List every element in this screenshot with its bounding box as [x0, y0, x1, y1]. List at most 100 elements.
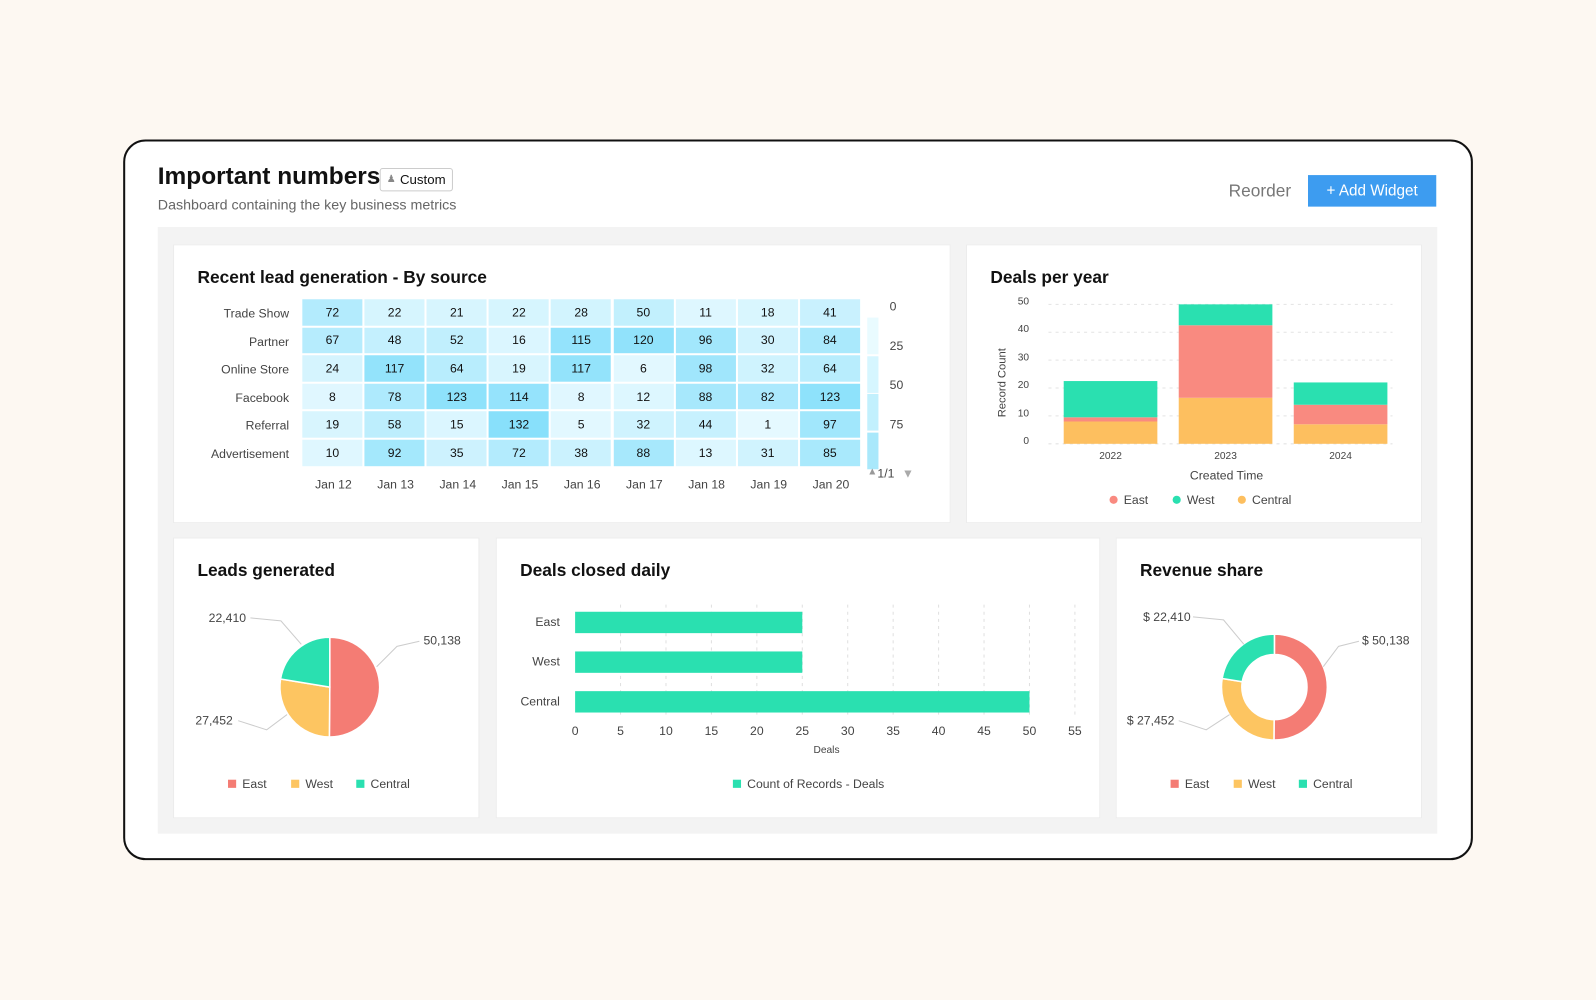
heatmap-cell: 22: [488, 299, 550, 326]
heatmap-cell: 84: [799, 327, 861, 354]
bar-segment-east: [1293, 404, 1388, 425]
data-label: 27,452: [195, 713, 233, 728]
x-tick-label: 30: [840, 723, 855, 738]
y-tick-label: 40: [1017, 324, 1030, 336]
heatmap-row-label: Trade Show: [223, 306, 290, 321]
x-tick-label: 5: [617, 723, 624, 738]
heatmap-cell: 32: [613, 411, 674, 438]
pagination-up-icon[interactable]: ▲: [867, 466, 878, 478]
x-tick-label: 10: [659, 723, 673, 738]
heatmap-row-label: Advertisement: [211, 446, 290, 462]
heatmap-cell: 41: [799, 299, 861, 326]
heatmap-cell: 123: [799, 383, 861, 410]
heatmap-col-label: Jan 12: [315, 477, 352, 492]
heatmap-legend-swatch: [867, 355, 879, 393]
add-widget-button[interactable]: + Add Widget: [1308, 175, 1437, 207]
heatmap-cell: 120: [613, 327, 674, 354]
heatmap-cell: 97: [799, 411, 861, 438]
pagination-label: 1/1: [877, 466, 895, 481]
deals-closed-daily-widget: Deals closed daily: [495, 537, 1101, 819]
heatmap-cell: 98: [675, 355, 736, 382]
heatmap-cell: 72: [488, 439, 550, 466]
heatmap-cell: 24: [302, 355, 363, 382]
legend-item-central[interactable]: Central: [1298, 776, 1353, 791]
bar-segment-east: [1178, 325, 1273, 398]
heatmap-col-label: Jan 20: [812, 477, 850, 492]
heatmap-cell: 82: [737, 383, 798, 410]
legend-label: Central: [1313, 776, 1353, 791]
heatmap-cell: 117: [551, 355, 612, 382]
x-tick-label: 45: [977, 723, 991, 738]
legend-label: East: [242, 776, 267, 791]
heatmap-row-label: Partner: [249, 334, 290, 349]
heatmap-cell: 30: [737, 327, 798, 354]
legend-item-west[interactable]: West: [291, 777, 333, 791]
heatmap-cell: 28: [551, 299, 612, 326]
heatmap-cell: 67: [302, 327, 363, 354]
heatmap-col-label: Jan 17: [626, 477, 663, 492]
heatmap-cell: 19: [302, 411, 363, 438]
heatmap-cell: 22: [364, 299, 425, 326]
legend-item-central[interactable]: Central: [1237, 493, 1291, 507]
custom-badge[interactable]: ♟ Custom: [379, 167, 453, 192]
heatmap-legend-swatch: [867, 432, 879, 469]
legend-item-east[interactable]: East: [228, 777, 267, 791]
heatmap-cell: 10: [302, 439, 363, 466]
legend-item-count-of-records[interactable]: Count of Records - Deals: [732, 777, 884, 791]
heatmap-col-label: Jan 19: [750, 477, 788, 492]
bar-segment-central: [1063, 421, 1158, 444]
heatmap-cell: 38: [551, 439, 612, 466]
x-tick-label: 2023: [1214, 450, 1237, 463]
data-label: $ 22,410: [1143, 609, 1191, 624]
heatmap-row-label: Referral: [245, 418, 290, 434]
legend-dot: [1172, 495, 1181, 504]
bar-segment-west: [1293, 382, 1388, 405]
heatmap-cell: 13: [675, 439, 736, 466]
widget-title: Deals per year: [990, 267, 1109, 288]
heatmap-legend-swatch: [867, 393, 879, 431]
data-label: 50,138: [423, 633, 461, 648]
x-axis-title: Deals: [813, 745, 840, 757]
heatmap-cell: 8: [302, 383, 363, 410]
y-tick-label: Central: [520, 694, 560, 709]
legend-swatch: [356, 779, 365, 788]
page-subtitle: Dashboard containing the key business me…: [157, 196, 457, 213]
y-tick-label: 10: [1017, 407, 1030, 419]
heatmap-cell: 88: [613, 439, 674, 466]
heatmap-col-label: Jan 16: [563, 477, 601, 492]
legend-item-east[interactable]: East: [1109, 493, 1148, 507]
heatmap-cell: 11: [675, 299, 736, 326]
heatmap-cell: 12: [613, 383, 674, 410]
heatmap-cell: 114: [488, 383, 550, 410]
heatmap-col-label: Jan 14: [439, 477, 477, 492]
heatmap-cell: 132: [488, 411, 550, 438]
heatmap-col-label: Jan 18: [688, 477, 725, 492]
legend-swatch: [228, 779, 237, 788]
reorder-button[interactable]: Reorder: [1228, 181, 1292, 201]
legend-item-east[interactable]: East: [1170, 776, 1210, 791]
y-axis-title: Record Count: [996, 348, 1009, 418]
legend-item-west[interactable]: West: [1172, 493, 1214, 507]
pagination-down-icon[interactable]: ▼: [901, 466, 914, 481]
legend-dot: [1109, 495, 1118, 504]
legend-label: East: [1184, 776, 1210, 791]
legend-item-central[interactable]: Central: [356, 777, 410, 791]
heatmap-cell: 78: [364, 383, 425, 410]
x-tick-label: 55: [1068, 723, 1082, 738]
bar-segment-east: [1063, 417, 1158, 422]
heatmap-cell: 18: [737, 299, 798, 326]
heatmap-cell: 52: [426, 327, 487, 354]
heatmap-legend-swatch: [867, 317, 879, 355]
x-tick-label: 2022: [1099, 450, 1122, 463]
legend-dot: [1237, 495, 1246, 504]
heatmap-cell: 1: [737, 411, 798, 438]
heatmap-cell: 50: [613, 299, 674, 326]
legend-item-west[interactable]: West: [1233, 777, 1276, 791]
data-label: $ 27,452: [1126, 713, 1175, 728]
heatmap-legend-tick: 0: [889, 299, 897, 314]
heatmap-cell: 19: [488, 355, 550, 382]
heatmap-cell: 117: [364, 355, 425, 382]
x-tick-label: 40: [931, 723, 946, 738]
heatmap-cell: 123: [426, 383, 487, 410]
